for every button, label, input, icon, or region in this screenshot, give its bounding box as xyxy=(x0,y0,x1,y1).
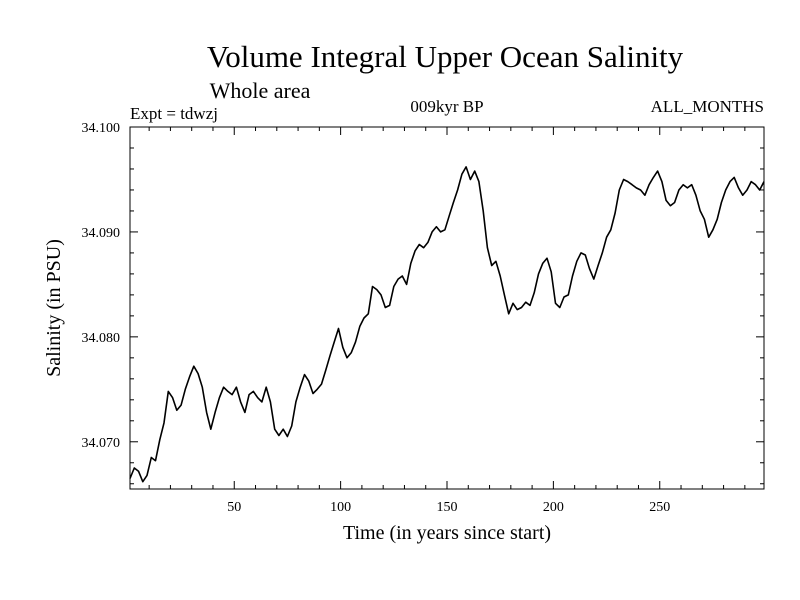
y-tick-label: 34.070 xyxy=(82,436,121,451)
plot-frame xyxy=(129,126,765,490)
plot-area: 50 100 150 200 250 34.070 34.080 34.090 34.100 xyxy=(82,121,765,515)
y-tick-label: 34.080 xyxy=(82,331,121,346)
x-tick-label: 150 xyxy=(437,500,458,515)
y-tick-label: 34.090 xyxy=(82,226,121,241)
x-tick-label: 200 xyxy=(543,500,564,515)
chart-title: Volume Integral Upper Ocean Salinity xyxy=(207,39,684,74)
y-tick-label: 34.100 xyxy=(82,121,121,136)
header-center-label: 009kyr BP xyxy=(410,97,483,116)
y-axis-label: Salinity (in PSU) xyxy=(43,239,65,377)
header-right-label: ALL_MONTHS xyxy=(651,97,764,116)
header-left-label: Expt = tdwzj xyxy=(130,104,218,123)
salinity-series-line xyxy=(129,166,765,483)
x-tick-label: 100 xyxy=(330,500,351,515)
x-axis-label: Time (in years since start) xyxy=(343,522,551,544)
x-tick-label: 50 xyxy=(227,500,241,515)
x-tick-label: 250 xyxy=(649,500,670,515)
chart-subtitle: Whole area xyxy=(210,78,311,103)
